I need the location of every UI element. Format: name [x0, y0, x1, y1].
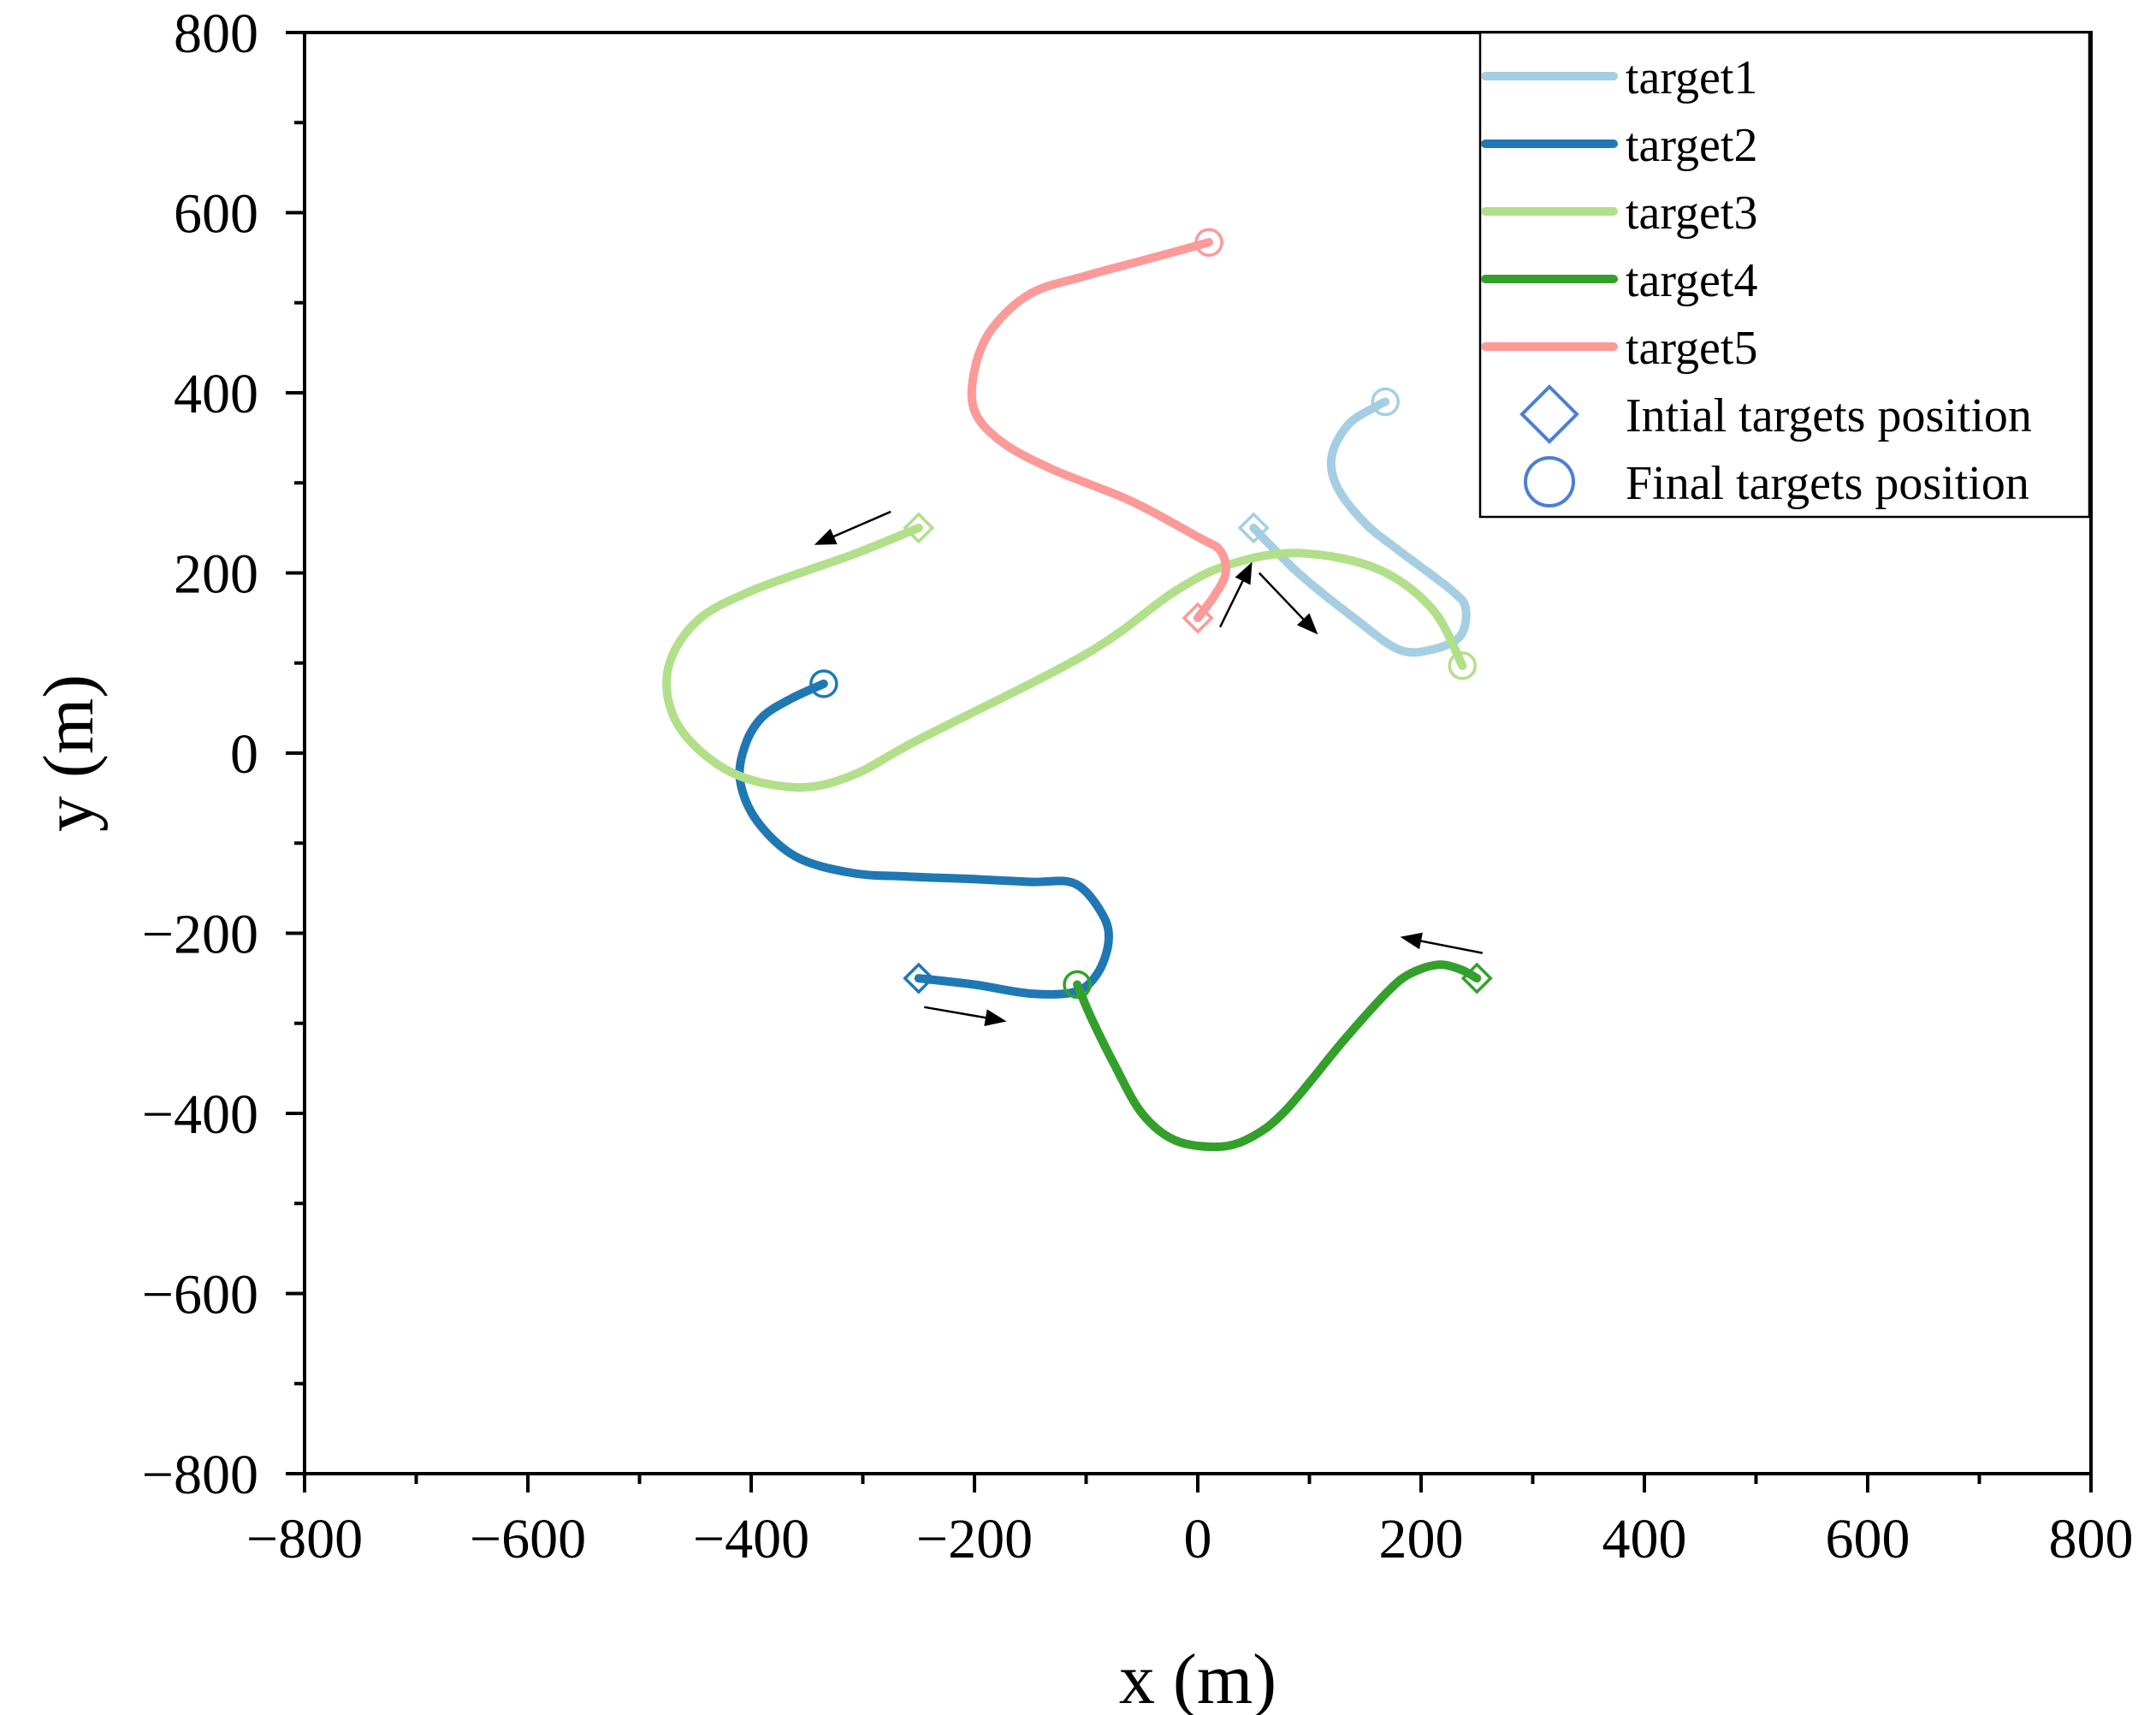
x-axis-label: x (m)	[1119, 1640, 1276, 1715]
direction-arrow-target1	[1258, 572, 1318, 635]
y-tick-label: 400	[174, 363, 258, 425]
legend-swatch-final-circle	[1524, 456, 1575, 507]
initial-marker-target4	[1460, 962, 1493, 994]
series-line-target5	[967, 238, 1230, 623]
direction-arrow-target2	[924, 1006, 1007, 1027]
legend-label-diamond: Intial targets position	[1626, 389, 2032, 442]
x-tick-label: 600	[1826, 1508, 1910, 1570]
final-marker-target5	[1194, 228, 1223, 257]
legend-label-target4: target4	[1626, 254, 1757, 307]
initial-marker-target3	[903, 512, 935, 544]
series-line-target1	[1249, 397, 1471, 657]
x-tick-label: 400	[1602, 1508, 1687, 1570]
final-marker-target1	[1371, 387, 1400, 417]
y-tick-label: −800	[142, 1444, 258, 1506]
legend-label-target1: target1	[1626, 51, 1757, 104]
x-tick-label: 800	[2049, 1508, 2134, 1570]
series-line-target4	[1073, 960, 1482, 1152]
x-tick-label: −400	[693, 1508, 809, 1570]
initial-marker-target1	[1237, 512, 1270, 544]
y-axis-label: y (m)	[29, 674, 109, 832]
final-marker-target4	[1063, 970, 1092, 1000]
initial-marker-target2	[903, 962, 935, 994]
legend-swatch-initial-diamond	[1519, 384, 1579, 444]
initial-marker-target5	[1182, 602, 1214, 634]
direction-arrow-target5	[1218, 561, 1253, 628]
direction-arrow-target3	[814, 510, 891, 545]
y-tick-label: 600	[174, 183, 258, 246]
y-tick-label: 800	[174, 3, 258, 65]
final-marker-target2	[809, 669, 838, 698]
series-line-target3	[662, 523, 1467, 792]
x-tick-label: −800	[246, 1508, 363, 1570]
series-line-target2	[735, 679, 1113, 999]
x-tick-label: −600	[470, 1508, 586, 1570]
x-tick-label: 200	[1379, 1508, 1464, 1570]
y-tick-label: 0	[230, 723, 258, 786]
legend-label-target3: target3	[1626, 187, 1757, 240]
legend-label-target5: target5	[1626, 322, 1757, 375]
y-tick-label: −200	[142, 904, 258, 966]
legend-label-circle: Final targets position	[1626, 457, 2029, 510]
y-tick-label: −400	[142, 1083, 258, 1146]
direction-arrow-target4	[1400, 932, 1484, 954]
y-tick-label: 200	[174, 543, 258, 606]
final-marker-target3	[1448, 651, 1478, 680]
y-tick-label: −600	[142, 1264, 258, 1326]
legend-label-target2: target2	[1626, 119, 1757, 172]
x-tick-label: 0	[1184, 1508, 1212, 1570]
x-tick-label: −200	[916, 1508, 1033, 1570]
